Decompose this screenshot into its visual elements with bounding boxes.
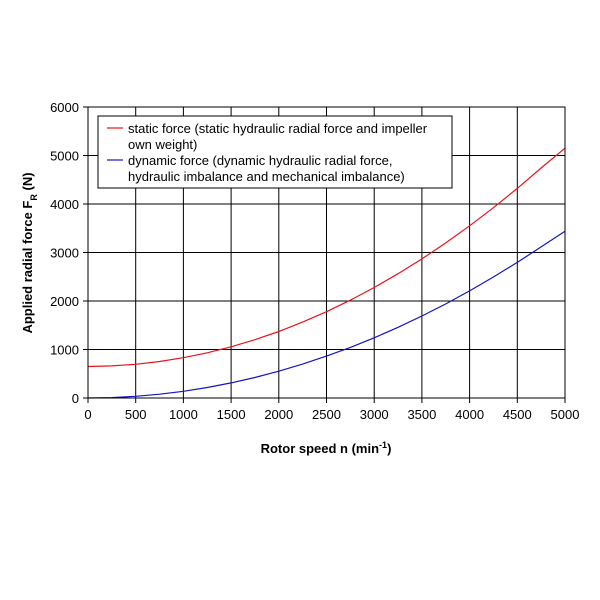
y-tick-label: 4000 — [50, 197, 79, 212]
y-tick-label: 0 — [72, 391, 79, 406]
x-tick-label: 5000 — [551, 407, 580, 422]
y-axis-label: Applied radial force FR (N) — [20, 172, 39, 333]
y-tick-label: 5000 — [50, 149, 79, 164]
y-tick-label: 6000 — [50, 100, 79, 115]
x-tick-label: 4000 — [455, 407, 484, 422]
x-tick-label: 4500 — [503, 407, 532, 422]
legend-label-1: dynamic force (dynamic hydraulic radial … — [128, 153, 392, 168]
x-tick-label: 3000 — [360, 407, 389, 422]
y-tick-label: 2000 — [50, 294, 79, 309]
x-tick-label: 1500 — [217, 407, 246, 422]
legend: static force (static hydraulic radial fo… — [97, 115, 453, 189]
legend-label-0: own weight) — [128, 137, 197, 152]
plot-frame — [87, 106, 566, 399]
series-lines — [87, 147, 566, 399]
x-tick-label: 1000 — [169, 407, 198, 422]
legend-label-1: hydraulic imbalance and mechanical imbal… — [128, 169, 405, 184]
x-tick-label: 2000 — [264, 407, 293, 422]
x-tick-label: 3500 — [407, 407, 436, 422]
series-line-0 — [87, 147, 566, 368]
legend-box — [97, 115, 453, 189]
x-tick-label: 2500 — [312, 407, 341, 422]
tick-labels: 0 500 1000 1500 2000 2500 3000 3500 4000 4500 5000… — [50, 100, 579, 422]
x-tick-label: 0 — [84, 407, 91, 422]
legend-label-0: static force (static hydraulic radial fo… — [128, 121, 428, 136]
x-axis-label: Rotor speed n (min-1) — [261, 440, 392, 456]
series-line-1 — [87, 230, 566, 399]
y-tick-label: 1000 — [50, 343, 79, 358]
x-tick-label: 500 — [125, 407, 147, 422]
y-tick-label: 3000 — [50, 246, 79, 261]
